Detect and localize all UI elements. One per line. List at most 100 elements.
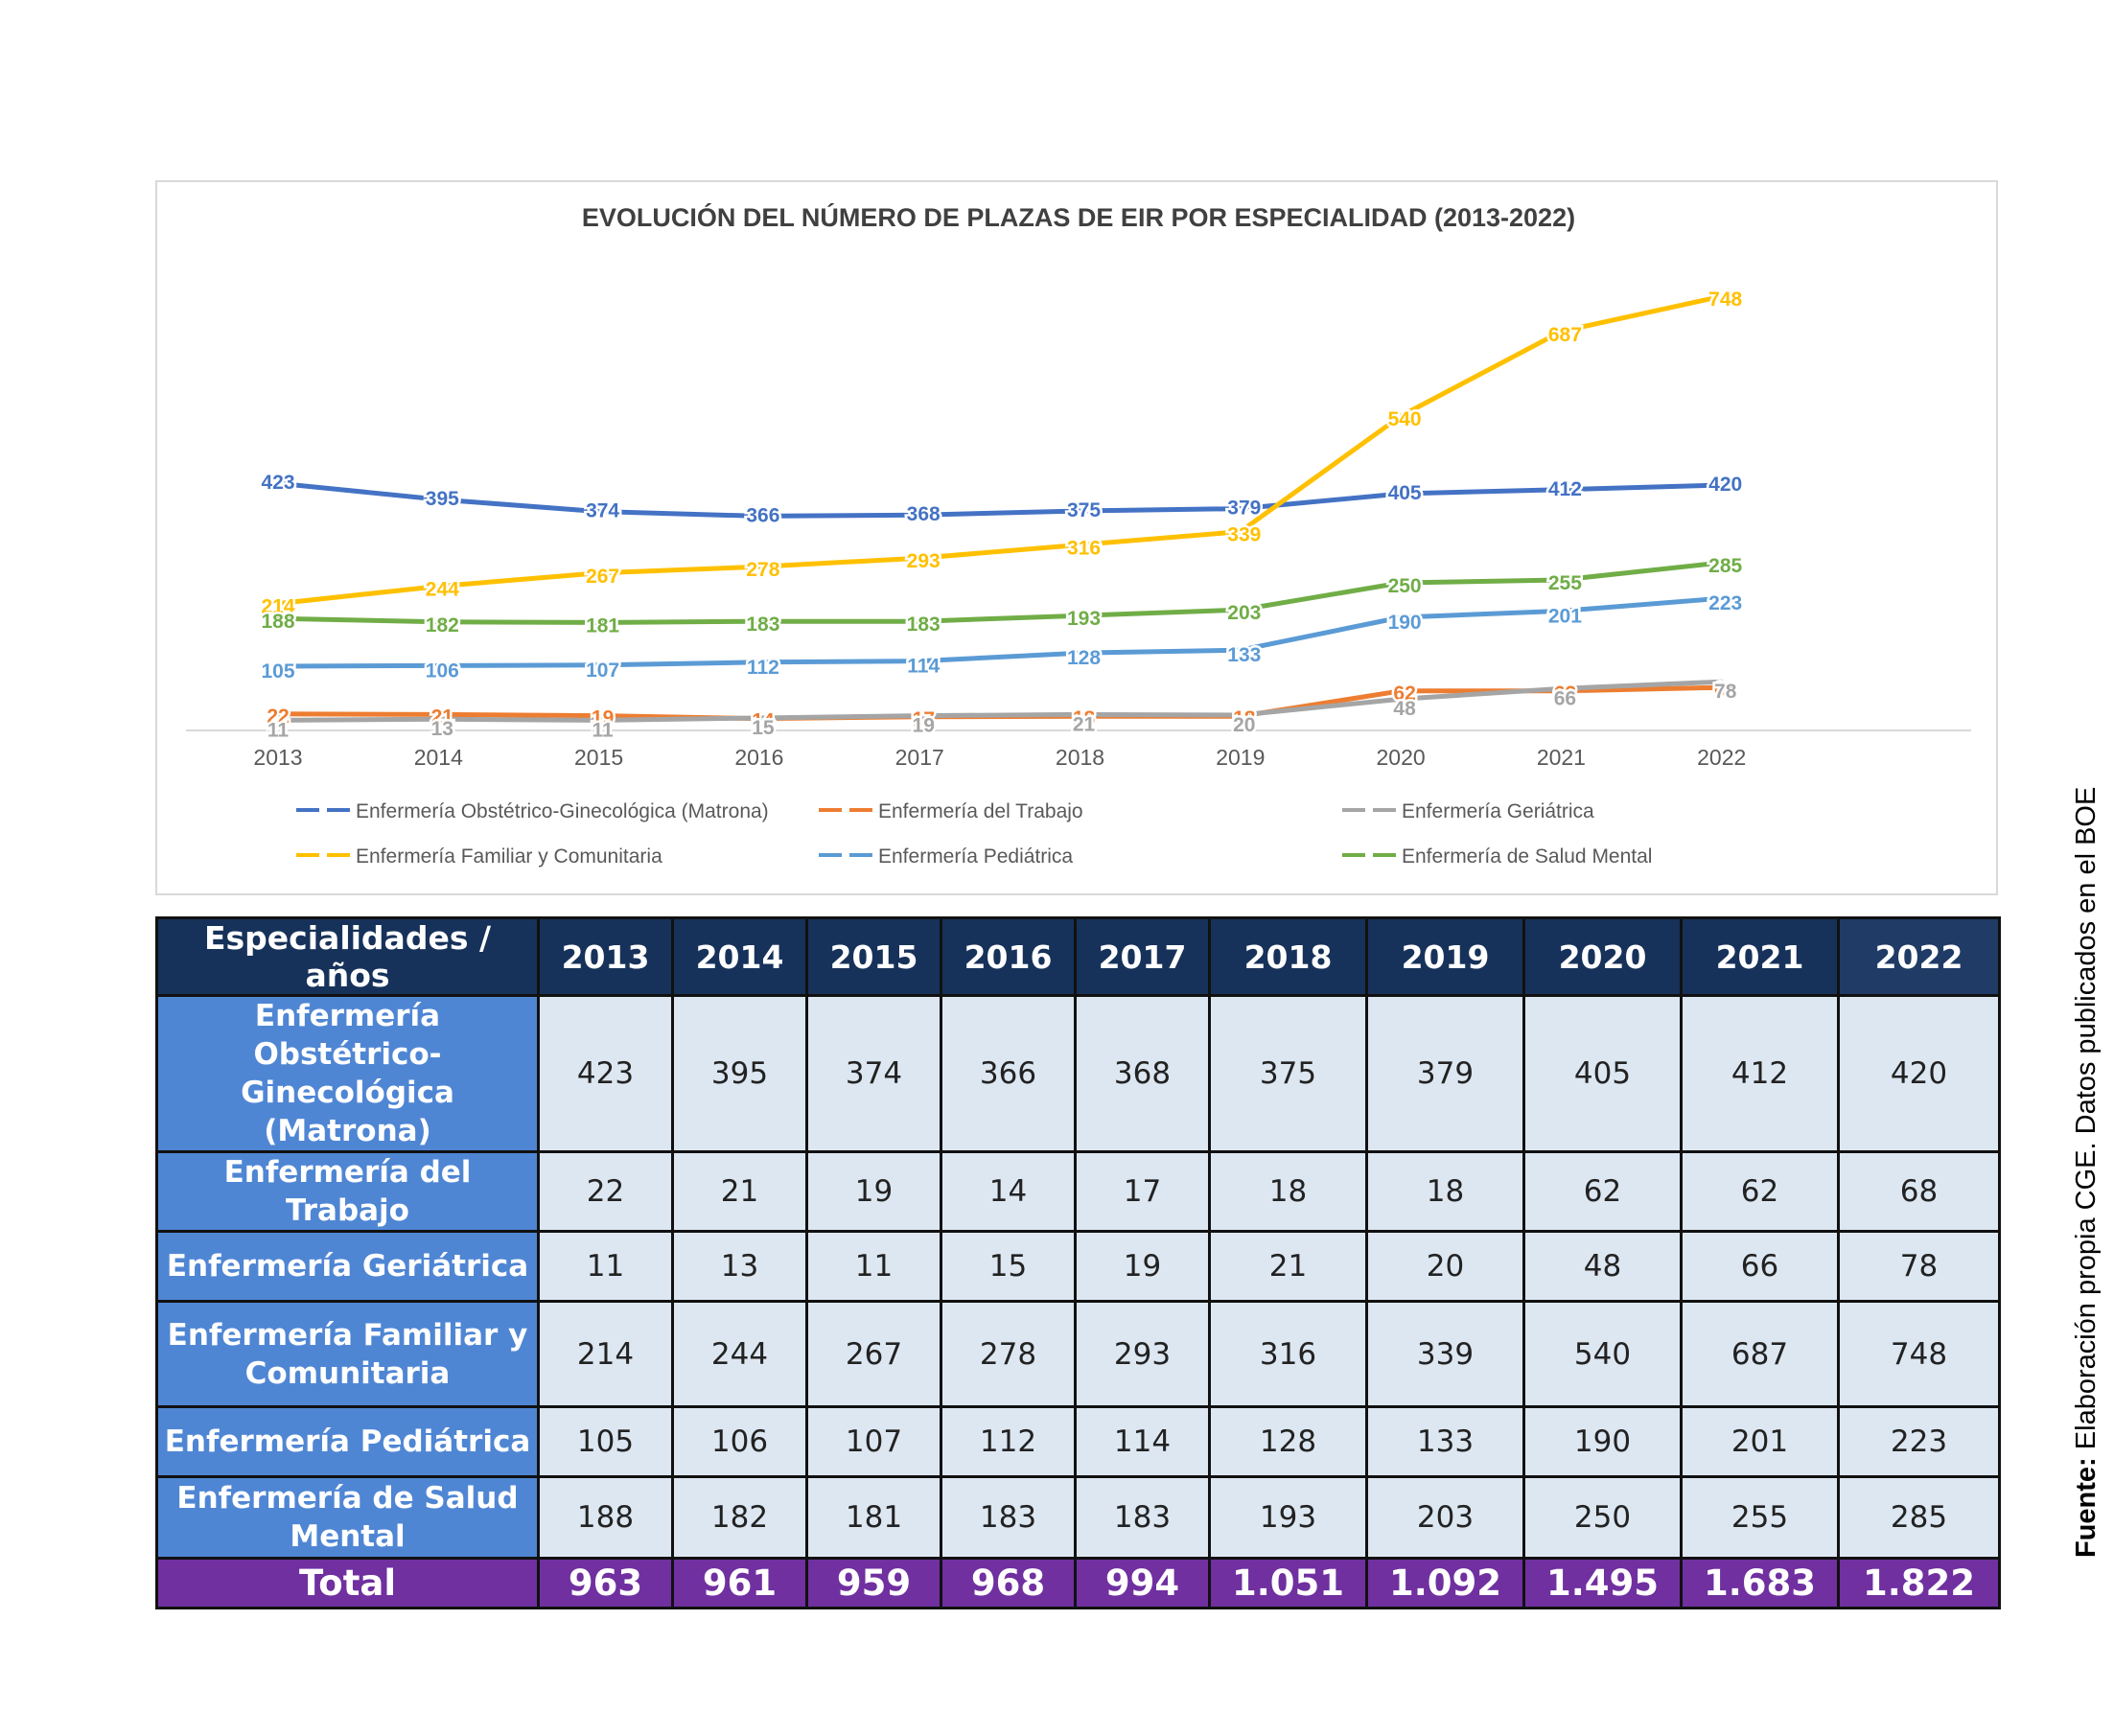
year-header: 2019 — [1365, 916, 1525, 997]
table-cell: 214 — [537, 1300, 674, 1408]
data-label: 68 — [1714, 679, 1737, 701]
table-cell: 78 — [1837, 1230, 2001, 1303]
data-label: 748 — [1708, 289, 1742, 311]
data-label: 18 — [1233, 707, 1256, 729]
year-header: 2021 — [1680, 916, 1840, 997]
data-label: 107 — [586, 660, 619, 682]
table-cell: 18 — [1365, 1150, 1525, 1233]
data-label: 183 — [746, 613, 779, 636]
total-label: Total — [155, 1557, 540, 1609]
table-row: Enfermería Pediátrica 105 106 107 112 114 128 1… — [155, 1405, 2001, 1478]
table-cell: 423 — [537, 994, 674, 1153]
source-note: Fuente: Elaboración propia CGE. Datos pu… — [2071, 787, 2102, 1558]
data-label: 112 — [747, 657, 779, 679]
table-cell: 62 — [1680, 1150, 1840, 1233]
table-cell: 19 — [805, 1150, 942, 1233]
data-label: 19 — [913, 715, 935, 737]
x-tick-label: 2013 — [253, 745, 302, 770]
table-cell: 255 — [1680, 1475, 1840, 1560]
data-label: 21 — [1073, 713, 1096, 735]
data-label: 78 — [1714, 681, 1737, 703]
table-cell: 379 — [1365, 994, 1525, 1153]
table-cell: 190 — [1522, 1405, 1683, 1478]
data-label: 201 — [1548, 605, 1582, 627]
table-cell: 21 — [671, 1150, 808, 1233]
data-label: 420 — [1708, 474, 1742, 496]
table-cell: 13 — [671, 1230, 808, 1303]
row-label: Enfermería Pediátrica — [155, 1405, 540, 1478]
data-label: 214 — [261, 596, 294, 618]
data-label: 293 — [907, 550, 941, 572]
data-label: 250 — [1388, 575, 1422, 597]
legend-label: Enfermería de Salud Mental — [1402, 845, 1652, 868]
table-cell: 223 — [1837, 1405, 2001, 1478]
legend-label: Enfermería Familiar y Comunitaria — [356, 845, 662, 868]
data-label: 62 — [1393, 683, 1415, 705]
chart-title: EVOLUCIÓN DEL NÚMERO DE PLAZAS DE EIR PO… — [582, 202, 1575, 232]
table-cell: 687 — [1680, 1300, 1840, 1408]
series-line — [275, 480, 1725, 519]
table-row: Enfermería del Trabajo 22 21 19 14 17 18 18 62 62… — [155, 1150, 2001, 1233]
data-label: 181 — [586, 614, 619, 637]
data-label: 405 — [1388, 482, 1422, 504]
total-cell: 1.051 — [1208, 1557, 1368, 1609]
table-cell: 339 — [1365, 1300, 1525, 1408]
table-cell: 395 — [671, 994, 808, 1153]
table-cell: 107 — [805, 1405, 942, 1478]
table-cell: 267 — [805, 1300, 942, 1408]
row-label: Enfermería Geriátrica — [155, 1230, 540, 1303]
data-label: 21 — [431, 706, 454, 728]
year-header: 2017 — [1074, 916, 1211, 997]
data-label: 19 — [592, 707, 614, 729]
data-label: 188 — [261, 611, 294, 633]
data-label: 11 — [267, 719, 290, 741]
year-header: 2020 — [1522, 916, 1683, 997]
year-header: 2022 — [1837, 916, 2001, 997]
data-label: 540 — [1388, 408, 1422, 430]
table-cell: 106 — [671, 1405, 808, 1478]
table-cell: 540 — [1522, 1300, 1683, 1408]
year-header: 2013 — [537, 916, 674, 997]
data-label: 374 — [586, 500, 619, 522]
table-cell: 183 — [940, 1475, 1077, 1560]
table-corner-header: Especialidades / años — [155, 916, 540, 997]
data-label: 14 — [752, 710, 775, 732]
x-tick-label: 2016 — [734, 745, 783, 770]
x-tick-label: 2019 — [1216, 745, 1265, 770]
table-cell: 17 — [1074, 1150, 1211, 1233]
data-label: 193 — [1067, 608, 1101, 630]
legend-label: Enfermería del Trabajo — [878, 800, 1083, 822]
source-text: Elaboración propia CGE. Datos publicados… — [2071, 786, 2102, 1450]
legend-label: Enfermería Geriátrica — [1402, 800, 1594, 822]
table-cell: 405 — [1522, 994, 1683, 1153]
legend-label: Enfermería Obstétrico-Ginecológica (Matr… — [356, 800, 769, 822]
total-cell: 959 — [805, 1557, 942, 1609]
table-cell: 366 — [940, 994, 1077, 1153]
table-cell: 748 — [1837, 1300, 2001, 1408]
total-cell: 968 — [940, 1557, 1077, 1609]
table-cell: 188 — [537, 1475, 674, 1560]
table-cell: 181 — [805, 1475, 942, 1560]
table-cell: 250 — [1522, 1475, 1683, 1560]
data-label: 368 — [907, 503, 941, 525]
data-label: 183 — [907, 613, 941, 636]
table-cell: 66 — [1680, 1230, 1840, 1303]
data-label: 412 — [1548, 478, 1582, 500]
data-label: 395 — [426, 488, 459, 510]
data-label: 285 — [1708, 555, 1742, 577]
series-line — [275, 293, 1725, 607]
year-header: 2015 — [805, 916, 942, 997]
data-label: 133 — [1227, 644, 1261, 666]
data-label: 255 — [1548, 572, 1582, 594]
data-label: 114 — [907, 656, 940, 678]
total-cell: 994 — [1074, 1557, 1211, 1609]
table-cell: 19 — [1074, 1230, 1211, 1303]
data-label: 48 — [1393, 698, 1416, 720]
x-tick-label: 2017 — [895, 745, 944, 770]
data-label: 182 — [426, 614, 459, 637]
table-cell: 374 — [805, 994, 942, 1153]
table-cell: 203 — [1365, 1475, 1525, 1560]
data-label: 223 — [1708, 592, 1742, 614]
total-cell: 961 — [671, 1557, 808, 1609]
data-label: 316 — [1067, 537, 1101, 559]
